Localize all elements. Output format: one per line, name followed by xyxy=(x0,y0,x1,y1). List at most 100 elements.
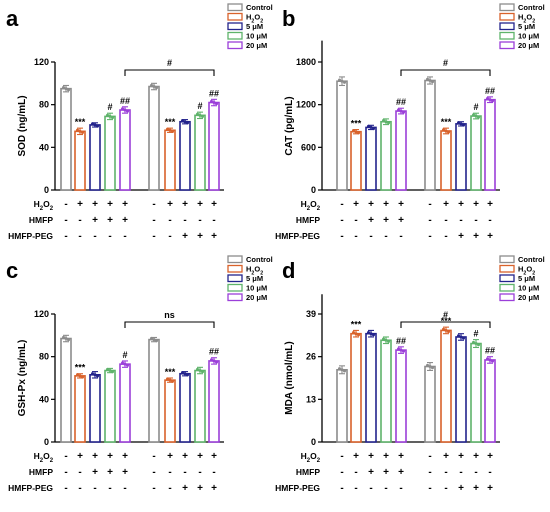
data-point xyxy=(477,343,480,347)
significance-label: # xyxy=(473,102,478,112)
treatment-sign: + xyxy=(368,451,374,462)
treatment-row-label: H2O2 xyxy=(301,451,321,464)
data-point xyxy=(486,357,489,361)
treatment-sign: - xyxy=(354,467,357,478)
data-point xyxy=(338,78,341,82)
treatment-sign: + xyxy=(92,451,98,462)
panel-letter: a xyxy=(6,6,19,31)
significance-label: *** xyxy=(165,117,176,127)
treatment-sign: + xyxy=(458,231,464,242)
significance-label: ## xyxy=(209,347,219,357)
data-point xyxy=(210,99,213,103)
bar xyxy=(484,359,496,443)
panel-letter: b xyxy=(282,6,295,31)
legend-swatch xyxy=(227,3,243,12)
data-point xyxy=(155,339,158,343)
legend-label: 10 μM xyxy=(246,284,267,293)
data-point xyxy=(121,361,124,365)
data-point xyxy=(67,338,70,342)
legend-label: 20 μM xyxy=(518,41,539,50)
y-axis-title: CAT (pg/mL) xyxy=(284,96,295,155)
data-point xyxy=(343,80,346,84)
treatment-sign: + xyxy=(182,451,188,462)
data-point xyxy=(93,373,97,377)
data-point xyxy=(491,99,494,103)
data-point xyxy=(121,107,124,111)
bar xyxy=(350,130,362,191)
legend-label: 5 μM xyxy=(518,274,535,283)
data-point xyxy=(166,377,169,381)
bar xyxy=(455,123,467,191)
treatment-sign: + xyxy=(473,231,479,242)
data-point xyxy=(397,347,400,351)
legend-swatch xyxy=(499,283,515,292)
legend-label: H2O2 xyxy=(518,265,535,277)
data-point xyxy=(444,328,448,332)
data-point xyxy=(62,85,65,89)
bar xyxy=(208,360,220,443)
data-point xyxy=(111,116,114,120)
data-point xyxy=(459,335,463,339)
bar xyxy=(89,373,101,443)
treatment-sign: + xyxy=(383,451,389,462)
legend-label: 20 μM xyxy=(246,293,267,302)
treatment-sign: + xyxy=(197,231,203,242)
data-point xyxy=(399,109,403,113)
data-point xyxy=(78,129,82,133)
data-point xyxy=(76,128,79,132)
treatment-sign: + xyxy=(368,215,374,226)
treatment-sign: - xyxy=(444,231,447,242)
treatment-sign: + xyxy=(182,483,188,494)
data-point xyxy=(78,374,82,378)
treatment-sign: + xyxy=(383,215,389,226)
treatment-sign: - xyxy=(78,483,81,494)
treatment-sign: - xyxy=(152,231,155,242)
treatment-sign: + xyxy=(353,199,359,210)
bar xyxy=(60,87,72,191)
bar xyxy=(74,375,86,443)
significance-label: *** xyxy=(441,316,452,326)
legend-swatch xyxy=(499,12,515,21)
legend-label: 10 μM xyxy=(518,32,539,41)
data-point xyxy=(474,342,478,346)
treatment-sign: + xyxy=(122,215,128,226)
bar xyxy=(484,98,496,191)
data-point xyxy=(152,338,156,342)
data-point xyxy=(367,330,370,334)
treatment-sign: - xyxy=(340,215,343,226)
treatment-sign: - xyxy=(152,467,155,478)
treatment-sign: - xyxy=(78,215,81,226)
significance-label: *** xyxy=(351,319,362,329)
data-point xyxy=(186,121,189,125)
bar xyxy=(440,329,452,443)
legend-swatch xyxy=(227,255,243,264)
treatment-sign: - xyxy=(183,467,186,478)
bar xyxy=(179,120,191,191)
data-point xyxy=(123,108,127,112)
data-point xyxy=(357,131,360,135)
data-point xyxy=(338,367,341,371)
y-tick-label: 13 xyxy=(306,394,316,404)
treatment-sign: - xyxy=(198,215,201,226)
treatment-row-label: HMFP xyxy=(296,467,320,477)
treatment-sign: - xyxy=(64,199,67,210)
treatment-sign: - xyxy=(488,467,491,478)
data-point xyxy=(431,366,434,370)
legend-swatch xyxy=(227,274,243,283)
treatment-sign: + xyxy=(487,451,493,462)
significance-label: *** xyxy=(441,117,452,127)
treatment-sign: - xyxy=(340,483,343,494)
comparison-bracket xyxy=(400,69,491,76)
data-point xyxy=(491,359,494,363)
treatment-sign: - xyxy=(459,467,462,478)
legend-swatch xyxy=(227,264,243,273)
data-point xyxy=(357,333,360,337)
treatment-sign: + xyxy=(211,483,217,494)
legend-swatch xyxy=(499,264,515,273)
data-point xyxy=(212,101,216,105)
data-point xyxy=(442,128,445,132)
treatment-sign: + xyxy=(487,483,493,494)
data-point xyxy=(352,330,355,334)
legend-label: 20 μM xyxy=(518,293,539,302)
data-point xyxy=(387,339,390,343)
